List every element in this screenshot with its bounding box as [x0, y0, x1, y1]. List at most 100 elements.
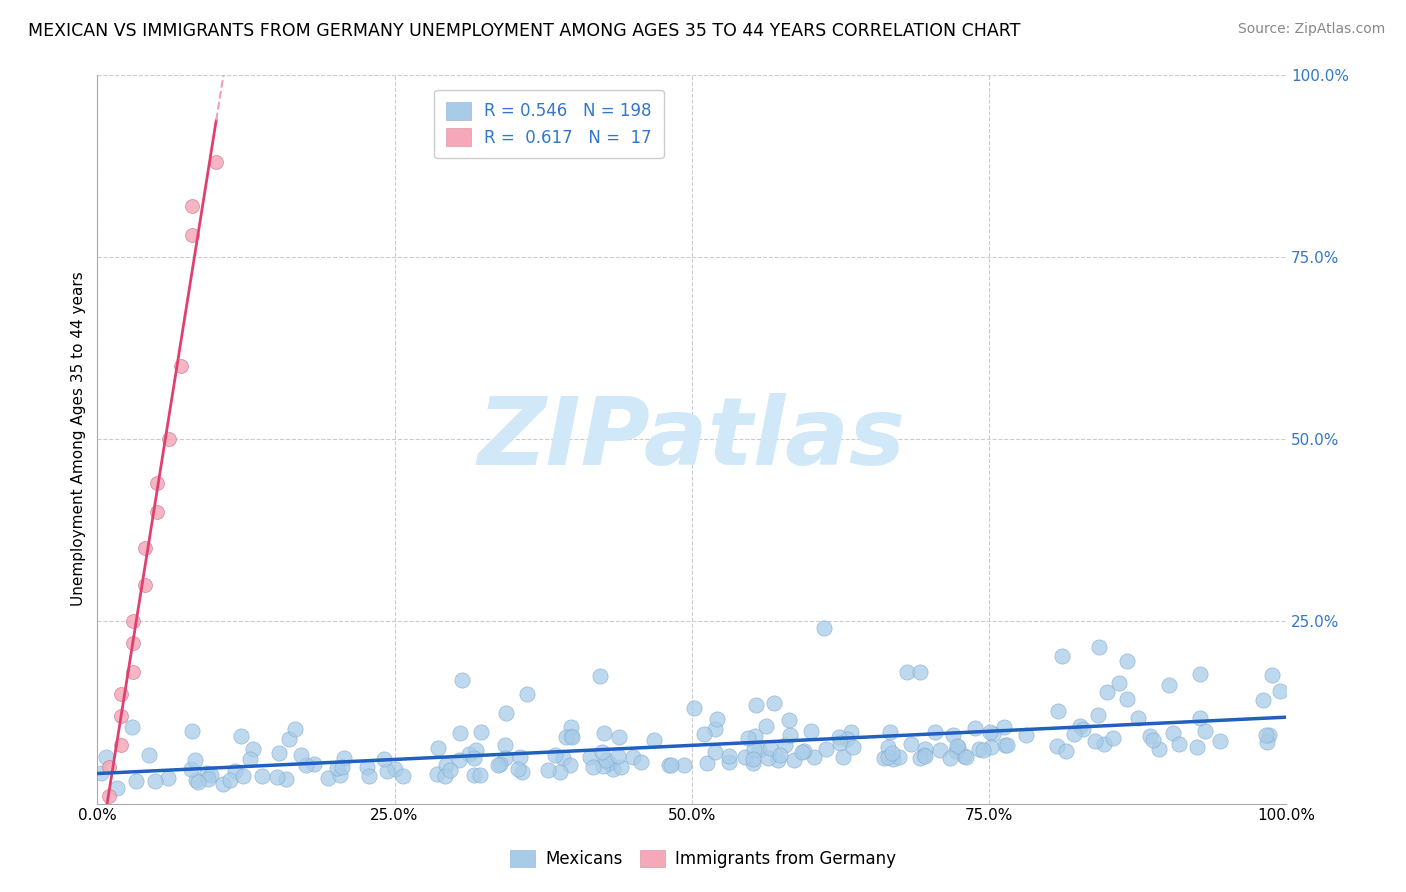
Point — [330, 760, 353, 774]
Point — [1115, 691, 1137, 706]
Point — [146, 505, 169, 519]
Point — [742, 752, 765, 766]
Point — [914, 749, 936, 764]
Point — [948, 740, 970, 755]
Point — [1087, 707, 1109, 722]
Point — [463, 768, 485, 782]
Point — [197, 772, 219, 786]
Point — [598, 756, 620, 771]
Point — [224, 764, 246, 778]
Point — [98, 789, 121, 804]
Point — [704, 745, 727, 759]
Point — [325, 761, 347, 775]
Point — [979, 724, 1001, 739]
Point — [157, 771, 180, 785]
Point — [1054, 743, 1077, 757]
Point — [105, 781, 128, 796]
Text: ZIPatlas: ZIPatlas — [478, 393, 905, 485]
Point — [180, 724, 202, 739]
Point — [439, 763, 461, 777]
Point — [953, 749, 976, 764]
Point — [110, 739, 132, 753]
Point — [356, 760, 378, 774]
Point — [1256, 734, 1278, 748]
Point — [734, 750, 756, 764]
Point — [1194, 724, 1216, 739]
Point — [276, 772, 298, 786]
Point — [489, 757, 512, 772]
Point — [1063, 727, 1085, 741]
Point — [873, 751, 896, 765]
Point — [582, 759, 605, 773]
Point — [229, 729, 252, 743]
Point — [783, 753, 806, 767]
Point — [1092, 738, 1115, 752]
Point — [1251, 693, 1274, 707]
Point — [766, 753, 789, 767]
Point — [169, 359, 191, 373]
Point — [495, 706, 517, 721]
Point — [882, 752, 904, 766]
Point — [803, 750, 825, 764]
Point — [516, 687, 538, 701]
Point — [1069, 718, 1091, 732]
Point — [1270, 683, 1292, 698]
Text: Source: ZipAtlas.com: Source: ZipAtlas.com — [1237, 22, 1385, 37]
Point — [877, 740, 900, 755]
Point — [706, 712, 728, 726]
Point — [146, 475, 169, 490]
Point — [510, 765, 533, 780]
Point — [718, 749, 741, 764]
Point — [769, 747, 792, 762]
Point — [661, 757, 683, 772]
Point — [180, 762, 202, 776]
Point — [1142, 733, 1164, 747]
Point — [778, 713, 800, 727]
Point — [304, 757, 326, 772]
Point — [200, 768, 222, 782]
Point — [426, 767, 449, 781]
Point — [914, 741, 936, 756]
Point — [1163, 725, 1185, 739]
Point — [993, 720, 1015, 734]
Point — [1014, 727, 1036, 741]
Point — [553, 750, 575, 764]
Point — [981, 726, 1004, 740]
Point — [693, 727, 716, 741]
Point — [972, 743, 994, 757]
Point — [239, 752, 262, 766]
Point — [436, 758, 458, 772]
Point — [90, 765, 112, 780]
Point — [1084, 734, 1107, 748]
Point — [1102, 731, 1125, 745]
Point — [333, 751, 356, 765]
Point — [463, 751, 485, 765]
Y-axis label: Unemployment Among Ages 35 to 44 years: Unemployment Among Ages 35 to 44 years — [72, 272, 86, 607]
Point — [609, 760, 631, 774]
Point — [96, 750, 118, 764]
Point — [841, 725, 863, 739]
Point — [434, 769, 457, 783]
Point — [579, 750, 602, 764]
Point — [134, 541, 156, 556]
Point — [269, 746, 291, 760]
Point — [880, 746, 903, 760]
Point — [630, 755, 652, 769]
Point — [447, 753, 470, 767]
Point — [384, 762, 406, 776]
Point — [1087, 640, 1109, 654]
Point — [544, 748, 567, 763]
Point — [1257, 728, 1279, 742]
Point — [830, 736, 852, 750]
Point — [800, 723, 823, 738]
Point — [1185, 739, 1208, 754]
Point — [593, 725, 616, 739]
Legend: Mexicans, Immigrants from Germany: Mexicans, Immigrants from Germany — [503, 843, 903, 875]
Point — [595, 753, 617, 767]
Point — [963, 722, 986, 736]
Point — [560, 729, 582, 743]
Point — [242, 741, 264, 756]
Point — [718, 755, 741, 769]
Point — [941, 728, 963, 742]
Point — [537, 763, 560, 777]
